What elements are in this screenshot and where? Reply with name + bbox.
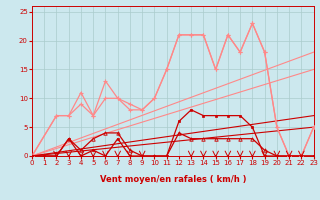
X-axis label: Vent moyen/en rafales ( km/h ): Vent moyen/en rafales ( km/h ) <box>100 174 246 184</box>
